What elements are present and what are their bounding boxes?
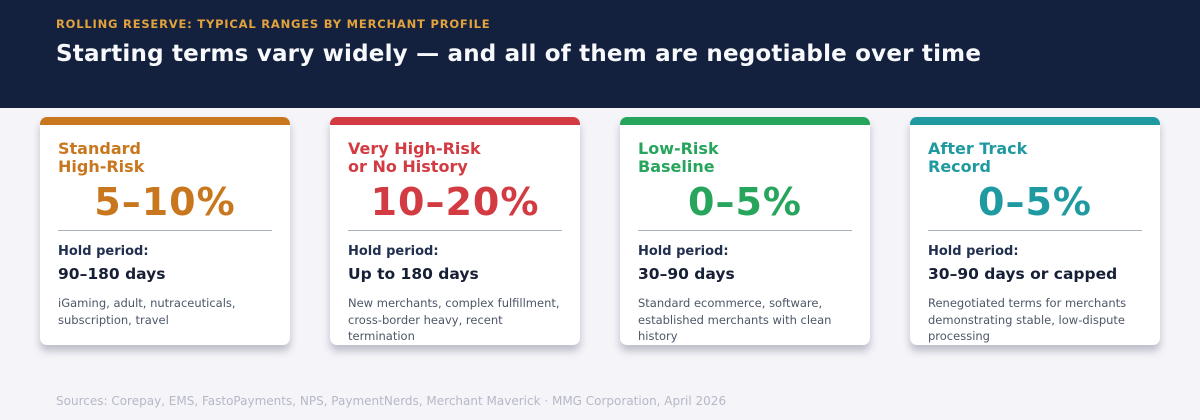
card-body: Standard High-Risk 5–10% Hold period: 90… [40, 125, 290, 328]
card-title-line2: High-Risk [58, 157, 145, 176]
card-body: Low-Risk Baseline 0–5% Hold period: 30–9… [620, 125, 870, 345]
card-title-line1: Very High-Risk [348, 139, 481, 158]
card-title-line1: After Track [928, 139, 1028, 158]
reserve-range-value: 0–5% [688, 180, 802, 224]
reserve-range-value: 5–10% [94, 180, 236, 224]
hold-period-value: 90–180 days [58, 265, 166, 283]
card-divider [928, 230, 1142, 231]
card-description: Renegotiated terms for merchants demonst… [928, 296, 1127, 344]
card-accent-bar [910, 117, 1160, 125]
card-body: After Track Record 0–5% Hold period: 30–… [910, 125, 1160, 345]
header-banner: ROLLING RESERVE: TYPICAL RANGES BY MERCH… [0, 0, 1200, 108]
card-standard-high-risk: Standard High-Risk 5–10% Hold period: 90… [40, 117, 290, 345]
card-title-line1: Standard [58, 139, 141, 158]
card-accent-bar [40, 117, 290, 125]
card-divider [348, 230, 562, 231]
card-title-line2: or No History [348, 157, 468, 176]
hold-period-label: Hold period: [58, 244, 149, 259]
card-title: Standard High-Risk [58, 140, 272, 176]
page-title: Starting terms vary widely — and all of … [56, 41, 982, 67]
card-after-track-record: After Track Record 0–5% Hold period: 30–… [910, 117, 1160, 345]
hold-period-label: Hold period: [928, 244, 1019, 259]
stat-cards-row: Standard High-Risk 5–10% Hold period: 90… [0, 108, 1200, 345]
card-body: Very High-Risk or No History 10–20% Hold… [330, 125, 580, 345]
card-divider [58, 230, 272, 231]
card-description: Standard ecommerce, software, establishe… [638, 296, 832, 344]
eyebrow-label: ROLLING RESERVE: TYPICAL RANGES BY MERCH… [56, 17, 491, 31]
card-divider [638, 230, 852, 231]
hold-period-label: Hold period: [638, 244, 729, 259]
hold-period-value: Up to 180 days [348, 265, 479, 283]
card-low-risk-baseline: Low-Risk Baseline 0–5% Hold period: 30–9… [620, 117, 870, 345]
card-title-line2: Baseline [638, 157, 715, 176]
card-title-line2: Record [928, 157, 991, 176]
card-title-line1: Low-Risk [638, 139, 719, 158]
card-accent-bar [330, 117, 580, 125]
card-title: Low-Risk Baseline [638, 140, 852, 176]
card-title: Very High-Risk or No History [348, 140, 562, 176]
card-accent-bar [620, 117, 870, 125]
hold-period-label: Hold period: [348, 244, 439, 259]
reserve-range-value: 0–5% [978, 180, 1092, 224]
card-very-high-risk: Very High-Risk or No History 10–20% Hold… [330, 117, 580, 345]
card-description: New merchants, complex fulfillment, cros… [348, 296, 560, 344]
card-title: After Track Record [928, 140, 1142, 176]
sources-footnote: Sources: Corepay, EMS, FastoPayments, NP… [56, 394, 727, 408]
card-description: iGaming, adult, nutraceuticals, subscrip… [58, 296, 236, 327]
hold-period-value: 30–90 days [638, 265, 735, 283]
hold-period-value: 30–90 days or capped [928, 265, 1118, 283]
reserve-range-value: 10–20% [370, 180, 540, 224]
